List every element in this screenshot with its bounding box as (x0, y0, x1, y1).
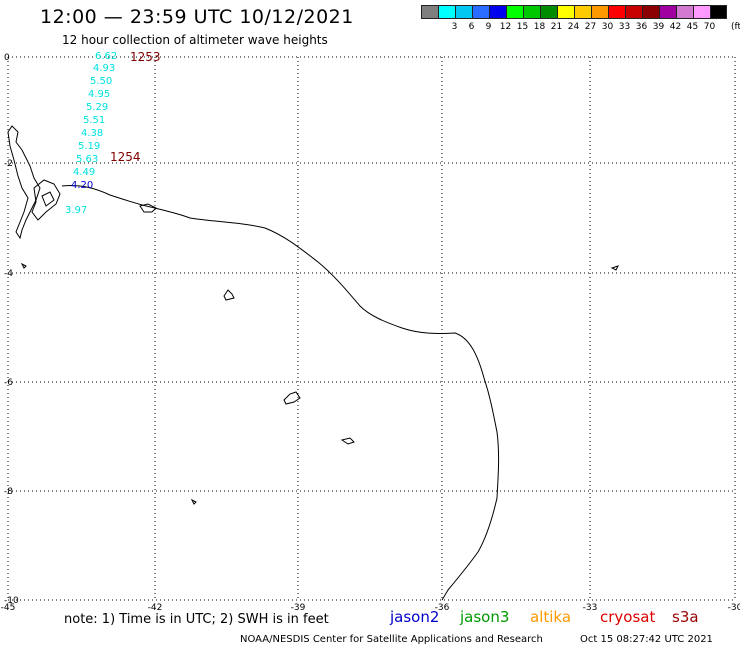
legend-swatch (557, 5, 574, 19)
wave-height-value: 3.97 (65, 205, 87, 216)
coast-fragment (31, 179, 61, 221)
satellite-label: cryosat (600, 608, 656, 626)
lat-tick-label: -10 (4, 596, 19, 606)
legend-swatch (659, 5, 676, 19)
legend-labels: 3 6 9 12 15 18 21 24 27 30 33 36 39 42 45 70 (421, 22, 727, 32)
wave-height-value: 5.29 (86, 102, 108, 113)
legend-label: 24 (567, 22, 580, 32)
wave-height-value: 5.19 (78, 141, 100, 152)
wave-height-value: 4.38 (81, 128, 103, 139)
lon-tick-label: -33 (583, 603, 598, 613)
legend-label: 15 (516, 22, 529, 32)
satellite-label: s3a (672, 608, 699, 626)
legend-unit: (ft) (731, 22, 740, 32)
legend-label: 42 (669, 22, 682, 32)
legend-swatch (438, 5, 455, 19)
legend-label: 6 (468, 22, 475, 32)
wave-height-value: 5.50 (90, 76, 112, 87)
wave-height-value: 6.62 (95, 51, 117, 62)
map-title: 12:00 — 23:59 UTC 10/12/2021 (40, 6, 354, 28)
island (223, 289, 235, 301)
legend-swatch (574, 5, 591, 19)
wave-height-value: 4.49 (73, 167, 95, 178)
island (610, 265, 619, 271)
map-subtitle: 12 hour collection of altimeter wave hei… (62, 33, 328, 47)
pass-time-label: 1254 (110, 150, 141, 164)
altimeter-observations: 6.624.93 5.50 4.95 5.29 5.51 4.38 5.19 5.63 4.49… (65, 50, 161, 216)
legend-label: 21 (550, 22, 563, 32)
satellite-label: altika (530, 608, 572, 626)
coast-fragment (7, 125, 41, 240)
footer-note: note: 1) Time is in UTC; 2) SWH is in fe… (64, 612, 329, 627)
wave-height-value: 5.51 (83, 115, 105, 126)
legend-swatch (489, 5, 506, 19)
island (340, 437, 355, 445)
legend-swatch (710, 5, 727, 19)
legend-swatch (693, 5, 710, 19)
legend-label: 33 (618, 22, 631, 32)
lat-tick-label: -6 (4, 378, 13, 388)
wave-height-legend (421, 5, 727, 19)
island (20, 262, 27, 269)
legend-swatch (608, 5, 625, 19)
legend-label: 45 (686, 22, 699, 32)
legend-label: 70 (703, 22, 716, 32)
legend-swatch (642, 5, 659, 19)
lon-tick-label: -30 (728, 603, 740, 613)
lat-tick-label: -8 (4, 487, 13, 497)
legend-swatch (523, 5, 540, 19)
lon-tick-label: -42 (148, 603, 163, 613)
lon-tick-label: -39 (291, 603, 306, 613)
legend-label: 3 (451, 22, 458, 32)
lat-tick-label: 0 (4, 53, 10, 63)
map-grid (7, 56, 736, 601)
island (190, 498, 197, 505)
credit-text: NOAA/NESDIS Center for Satellite Applica… (240, 634, 543, 645)
legend-swatch (455, 5, 472, 19)
legend-label: 12 (499, 22, 512, 32)
satellite-label: jason2 (390, 608, 440, 626)
coast-fragment (139, 203, 157, 213)
legend-label: 30 (601, 22, 614, 32)
legend-swatch (591, 5, 608, 19)
legend-swatch (540, 5, 557, 19)
legend-swatch (472, 5, 489, 19)
coastline (61, 185, 500, 601)
legend-label: 9 (485, 22, 492, 32)
legend-label: 39 (652, 22, 665, 32)
wave-height-value: 4.93 (93, 63, 115, 74)
legend-label: 36 (635, 22, 648, 32)
legend-swatch (421, 5, 438, 19)
wave-height-value: 4.20 (71, 180, 93, 191)
legend-swatch (625, 5, 642, 19)
island (283, 391, 301, 405)
legend-label: 18 (533, 22, 546, 32)
legend-swatch (676, 5, 693, 19)
generated-timestamp: Oct 15 08:27:42 UTC 2021 (580, 634, 713, 645)
satellite-label: jason3 (460, 608, 510, 626)
pass-time-label: 1253 (130, 50, 161, 64)
lon-tick-label: -45 (1, 603, 16, 613)
wave-height-value: 5.63 (76, 154, 98, 165)
lon-tick-label: -36 (435, 603, 450, 613)
lat-tick-label: -4 (4, 269, 13, 279)
wave-height-value: 4.95 (88, 89, 110, 100)
legend-label: 27 (584, 22, 597, 32)
lat-tick-label: -2 (4, 159, 13, 169)
axis-ticks: -45 -42 -39 -36 -33 -30 0 -2 -4 -6 -8 -10 (1, 53, 740, 613)
legend-swatch (506, 5, 523, 19)
